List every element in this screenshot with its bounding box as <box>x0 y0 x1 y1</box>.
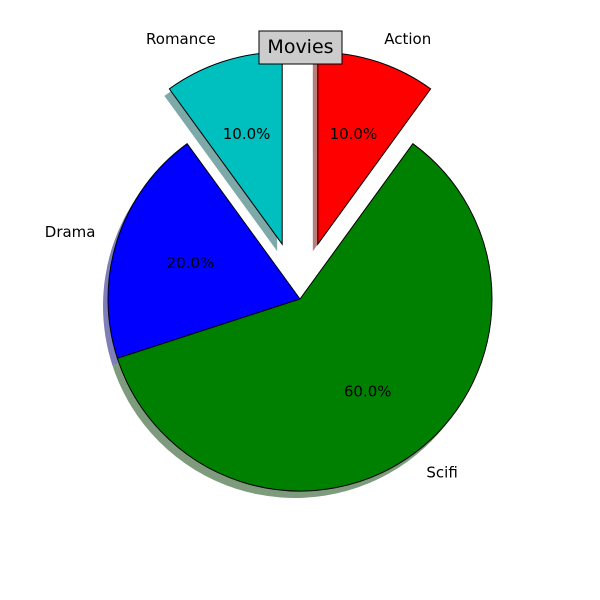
label-drama: Drama <box>45 223 96 241</box>
chart-title: Movies <box>258 30 343 65</box>
label-scifi: Scifi <box>426 463 457 481</box>
slice-drama <box>107 142 301 359</box>
percent-drama: 20.0% <box>167 254 215 272</box>
title-text: Movies <box>267 36 333 58</box>
label-action: Action <box>384 30 431 48</box>
percent-scifi: 60.0% <box>344 383 392 401</box>
slice-labels: Romance Drama Scifi Action <box>45 30 458 481</box>
percent-action: 10.0% <box>330 125 378 143</box>
pie-slices <box>107 51 493 492</box>
title-box <box>258 30 343 65</box>
slice-scifi <box>116 142 493 492</box>
label-romance: Romance <box>146 30 216 48</box>
percent-romance: 10.0% <box>223 125 271 143</box>
percent-labels: 10.0% 20.0% 60.0% 10.0% <box>167 125 392 401</box>
